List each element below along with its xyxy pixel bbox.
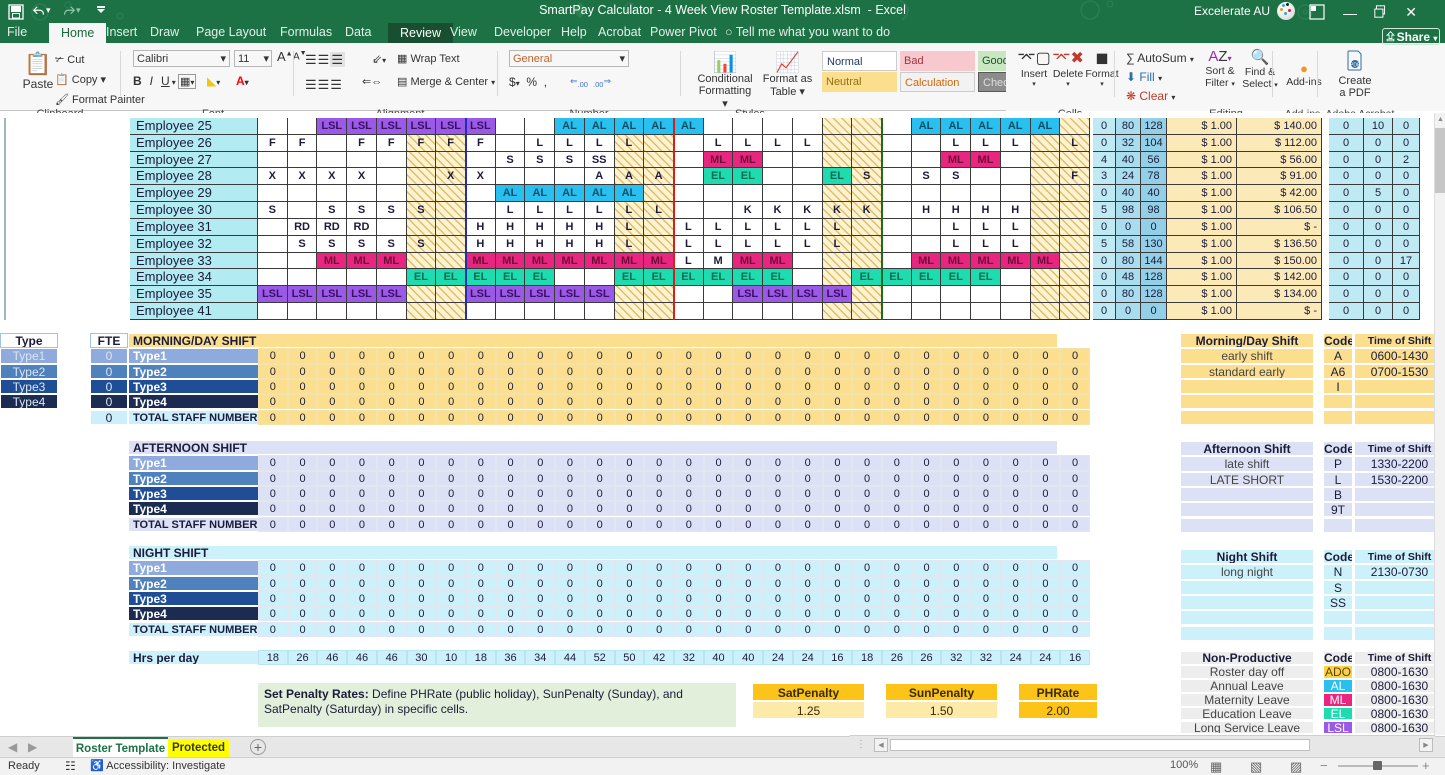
svg-text:PDF: PDF xyxy=(1350,63,1360,69)
